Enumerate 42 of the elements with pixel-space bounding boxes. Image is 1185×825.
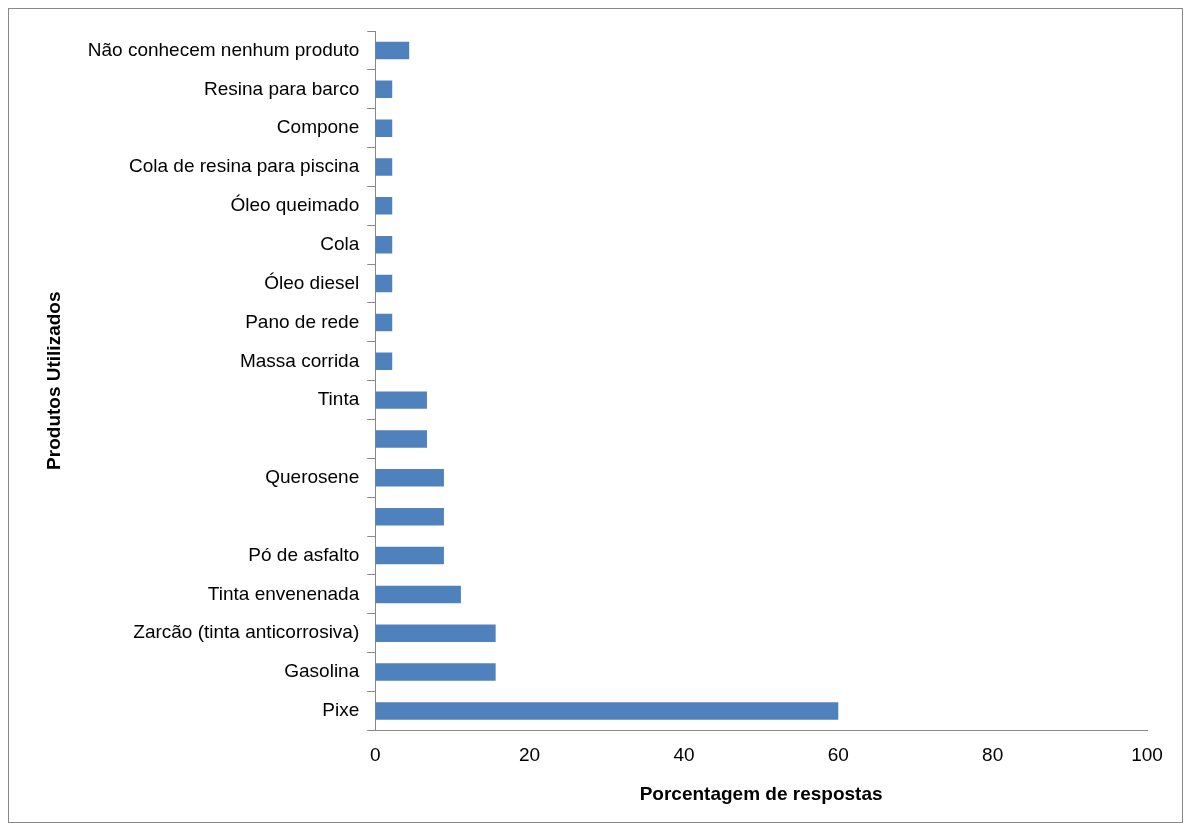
- y-tick-label: Pó de asfalto: [248, 543, 360, 565]
- bar: [375, 507, 444, 526]
- bar: [375, 430, 427, 448]
- x-tick-label: 100: [1131, 744, 1163, 766]
- bar: [375, 352, 393, 371]
- y-tick-label: Óleo diesel: [264, 271, 360, 293]
- x-tick-label: 80: [982, 744, 1004, 766]
- y-tick-label: Tinta envenenada: [207, 582, 360, 604]
- y-tick-label: Gasolina: [284, 660, 360, 682]
- y-tick-label: Cola de resina para piscina: [129, 155, 360, 177]
- bar: [375, 119, 393, 137]
- bar: [375, 235, 393, 254]
- bar: [375, 469, 444, 487]
- y-tick-label: Querosene: [265, 466, 360, 488]
- bar: [375, 197, 393, 215]
- y-tick-label: Óleo queimado: [230, 194, 360, 216]
- x-tick-label: 60: [827, 744, 849, 766]
- x-tick-label: 20: [519, 744, 541, 766]
- bar: [375, 663, 496, 681]
- y-tick-label: Cola: [320, 232, 360, 254]
- bar: [375, 313, 393, 332]
- y-tick-label: Compone: [276, 116, 360, 138]
- bar: [375, 546, 444, 565]
- bar: [375, 585, 461, 604]
- bar: [375, 80, 393, 99]
- x-tick-label: 0: [369, 744, 381, 766]
- y-tick-label: Zarcão (tinta anticorrosiva): [133, 621, 360, 643]
- x-tick-label: 40: [673, 744, 695, 766]
- y-tick-label: Não conhecem nenhum produto: [87, 38, 360, 60]
- bar: [375, 624, 496, 642]
- bar: [375, 274, 393, 293]
- y-tick-label: Pano de rede: [245, 310, 360, 332]
- y-tick-label: Pixe: [322, 699, 360, 721]
- bar: [375, 702, 839, 720]
- y-tick-label: Massa corrida: [239, 349, 360, 371]
- bar: [375, 41, 410, 60]
- bar: [375, 391, 427, 409]
- y-axis-title: Produtos Utilizados: [42, 291, 64, 470]
- bar: [375, 158, 393, 176]
- y-tick-label: Resina para barco: [203, 77, 360, 99]
- y-tick-label: Tinta: [317, 388, 360, 410]
- x-axis-title: Porcentagem de respostas: [639, 782, 883, 804]
